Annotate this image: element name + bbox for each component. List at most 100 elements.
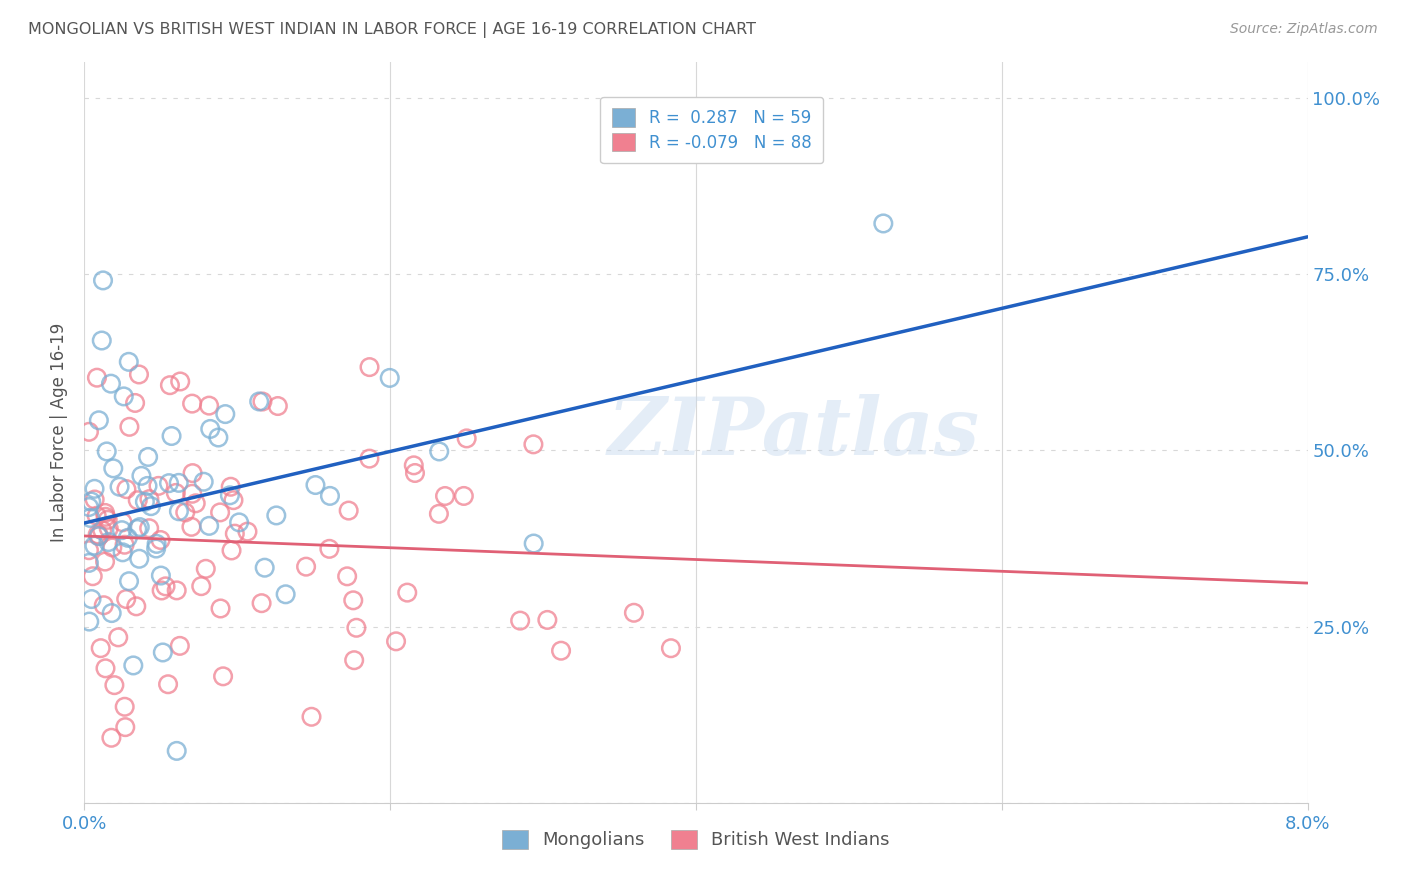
Point [169, 375, 191, 389]
Point [128, 368, 150, 382]
Point [224, 526, 246, 541]
Point [659, 641, 682, 656]
Point [80, 494, 103, 508]
Point [94, 506, 117, 520]
Point [145, 537, 167, 551]
Point [198, 399, 221, 413]
Point [228, 516, 250, 530]
Point [101, 541, 124, 555]
Point [77, 543, 100, 558]
Point [150, 583, 173, 598]
Text: ZIPatlas: ZIPatlas [607, 394, 980, 471]
Point [91, 523, 114, 537]
Point [136, 479, 159, 493]
Point [90, 334, 112, 348]
Point [509, 614, 531, 628]
Point [456, 431, 478, 445]
Point [145, 541, 167, 556]
Point [212, 669, 235, 683]
Point [190, 579, 212, 593]
Point [250, 596, 273, 610]
Point [344, 621, 367, 635]
Point [128, 551, 150, 566]
Point [100, 731, 122, 745]
Point [89, 529, 111, 543]
Point [83, 482, 105, 496]
Point [157, 677, 180, 691]
Point [94, 661, 117, 675]
Point [115, 592, 138, 607]
Point [96, 444, 118, 458]
Point [295, 559, 318, 574]
Point [97, 535, 120, 549]
Point [222, 493, 245, 508]
Point [160, 429, 183, 443]
Point [166, 744, 188, 758]
Point [91, 273, 114, 287]
Point [97, 513, 120, 527]
Point [343, 653, 366, 667]
Point [100, 376, 122, 391]
Point [180, 520, 202, 534]
Point [181, 466, 204, 480]
Point [157, 476, 180, 491]
Point [149, 568, 172, 582]
Point [86, 370, 108, 384]
Point [523, 536, 546, 550]
Point [138, 521, 160, 535]
Point [118, 574, 141, 589]
Point [82, 569, 104, 583]
Point [247, 394, 270, 409]
Point [114, 699, 136, 714]
Point [522, 437, 544, 451]
Point [112, 389, 135, 403]
Point [207, 430, 229, 444]
Point [124, 396, 146, 410]
Point [127, 522, 149, 536]
Point [214, 407, 236, 421]
Point [209, 601, 232, 615]
Point [174, 505, 197, 519]
Point [87, 529, 110, 543]
Point [219, 488, 242, 502]
Point [94, 509, 117, 524]
Point [623, 606, 645, 620]
Point [198, 519, 221, 533]
Point [267, 399, 290, 413]
Point [336, 569, 359, 583]
Point [115, 482, 138, 496]
Point [118, 420, 141, 434]
Point [385, 634, 408, 648]
Point [77, 615, 100, 629]
Point [304, 478, 326, 492]
Point [122, 658, 145, 673]
Point [536, 613, 558, 627]
Point [114, 538, 136, 552]
Point [359, 451, 381, 466]
Point [200, 422, 222, 436]
Point [97, 521, 120, 535]
Point [111, 545, 134, 559]
Point [169, 639, 191, 653]
Text: Source: ZipAtlas.com: Source: ZipAtlas.com [1230, 22, 1378, 37]
Y-axis label: In Labor Force | Age 16-19: In Labor Force | Age 16-19 [49, 323, 67, 542]
Point [181, 396, 204, 410]
Point [79, 511, 101, 525]
Point [86, 508, 108, 523]
Point [221, 543, 243, 558]
Point [136, 450, 159, 464]
Point [148, 479, 170, 493]
Point [396, 585, 419, 599]
Point [319, 489, 342, 503]
Point [159, 378, 181, 392]
Point [453, 489, 475, 503]
Point [253, 560, 276, 574]
Point [181, 487, 204, 501]
Point [94, 555, 117, 569]
Point [404, 466, 426, 480]
Point [359, 360, 381, 375]
Point [83, 492, 105, 507]
Point [125, 599, 148, 614]
Point [427, 444, 450, 458]
Point [139, 499, 162, 513]
